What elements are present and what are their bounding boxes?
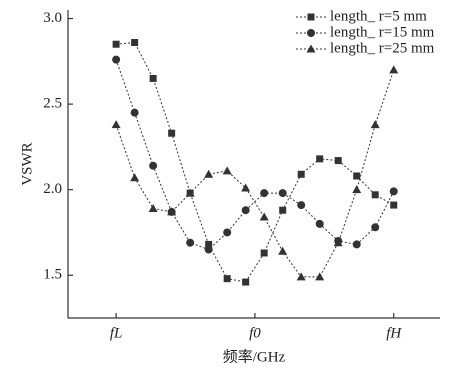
marker xyxy=(370,120,380,129)
marker xyxy=(149,161,158,170)
y-tick-label: 2.0 xyxy=(43,181,62,197)
y-axis-label: VSWR xyxy=(19,142,35,185)
x-axis-label: 频率/GHz xyxy=(223,348,286,365)
marker xyxy=(130,108,139,117)
marker xyxy=(131,39,139,47)
marker xyxy=(390,201,398,209)
x-tick-label: fH xyxy=(386,325,402,341)
marker xyxy=(168,129,176,137)
marker xyxy=(204,169,214,178)
marker xyxy=(223,228,232,237)
marker xyxy=(260,189,269,198)
marker xyxy=(278,246,288,255)
marker xyxy=(352,185,362,194)
marker xyxy=(278,189,287,198)
marker xyxy=(130,173,140,182)
marker xyxy=(260,249,268,257)
marker xyxy=(223,275,231,283)
marker xyxy=(353,172,361,180)
marker xyxy=(371,223,380,232)
marker xyxy=(222,166,232,175)
marker xyxy=(316,155,324,163)
legend-marker xyxy=(307,29,315,37)
marker xyxy=(352,240,361,249)
marker xyxy=(111,120,121,129)
legend-label: length_ r=15 mm xyxy=(330,24,435,40)
marker xyxy=(204,245,213,254)
marker xyxy=(389,187,398,196)
marker xyxy=(296,272,306,281)
marker xyxy=(205,240,213,248)
marker xyxy=(112,55,121,64)
marker xyxy=(112,40,120,48)
marker xyxy=(149,74,157,82)
x-tick-label: f0 xyxy=(249,325,261,341)
marker xyxy=(279,206,287,214)
marker xyxy=(389,65,399,74)
marker xyxy=(259,212,269,221)
y-tick-label: 2.5 xyxy=(43,96,62,112)
legend-label: length_ r=25 mm xyxy=(330,40,435,56)
legend-marker xyxy=(306,44,316,53)
marker xyxy=(185,188,195,197)
marker xyxy=(186,238,195,247)
marker xyxy=(241,206,250,215)
marker xyxy=(241,183,251,192)
marker xyxy=(334,157,342,165)
series-line xyxy=(115,59,395,251)
marker xyxy=(315,272,325,281)
legend-label: length_ r=5 mm xyxy=(330,8,427,24)
marker xyxy=(297,201,306,210)
marker xyxy=(242,278,250,286)
y-tick-label: 1.5 xyxy=(43,267,62,283)
x-tick-label: fL xyxy=(110,325,123,341)
marker xyxy=(333,238,343,247)
series-line xyxy=(115,69,395,278)
marker xyxy=(148,203,158,212)
marker xyxy=(297,170,305,178)
marker xyxy=(167,207,177,216)
y-tick-label: 3.0 xyxy=(43,10,62,26)
marker xyxy=(315,219,324,228)
marker xyxy=(371,191,379,199)
series-line xyxy=(116,41,394,283)
legend-marker xyxy=(307,13,315,21)
